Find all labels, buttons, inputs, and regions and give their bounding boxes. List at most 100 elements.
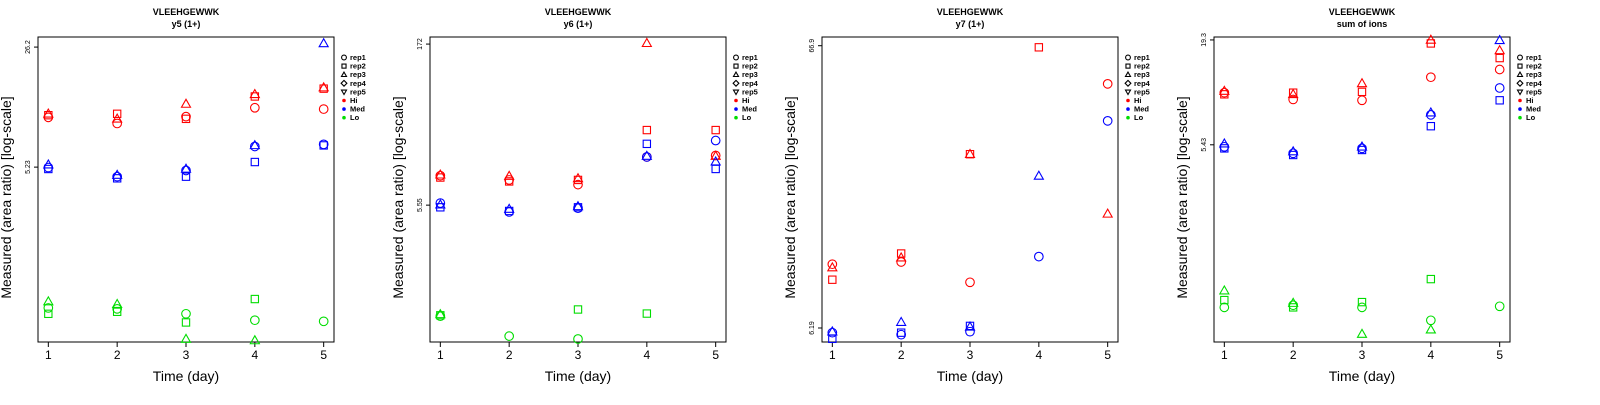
data-point-med-rep2 bbox=[44, 164, 53, 174]
data-point-med-rep1 bbox=[112, 171, 123, 182]
data-point-hi-rep3 bbox=[1425, 34, 1437, 44]
x-tick-label: 1 bbox=[45, 348, 52, 362]
data-point-med-rep1 bbox=[827, 327, 838, 338]
data-point-hi-rep3 bbox=[826, 261, 838, 272]
x-tick-label: 5 bbox=[712, 348, 719, 362]
data-point-hi-rep2 bbox=[828, 275, 837, 284]
x-tick-label: 4 bbox=[1427, 348, 1434, 362]
legend-rep1-label: rep1 bbox=[350, 53, 366, 62]
y-tick-label: 5.55 bbox=[417, 198, 424, 212]
data-point-hi-rep1 bbox=[112, 118, 123, 129]
legend-rep2-label: rep2 bbox=[350, 62, 366, 71]
legend-hi-swatch bbox=[1126, 98, 1130, 103]
data-point-lo-rep1 bbox=[318, 316, 329, 327]
legend-rep3-symbol bbox=[340, 70, 348, 78]
chart-panel-1: VLEEHGEWWK y5 (1+) 1 2 3 4 5 5.23 26.2 Time (day)… bbox=[0, 7, 367, 384]
data-point-med-rep3 bbox=[434, 198, 446, 209]
data-point-med-rep2 bbox=[642, 139, 652, 149]
data-point-med-rep3 bbox=[964, 320, 976, 331]
data-point-med-rep2 bbox=[181, 172, 191, 181]
legend-rep3-label: rep3 bbox=[1134, 70, 1150, 79]
legend-lo-swatch bbox=[1518, 115, 1522, 120]
plot-frame bbox=[1213, 36, 1511, 343]
y-axis-label: Measured (area ratio) [log-scale] bbox=[782, 96, 798, 298]
data-point-lo-rep1 bbox=[1288, 300, 1299, 311]
data-point-hi-rep1 bbox=[827, 259, 838, 270]
legend-rep1-label: rep1 bbox=[1526, 53, 1542, 62]
data-point-med-rep3 bbox=[895, 316, 907, 326]
data-point-lo-rep3 bbox=[1356, 328, 1368, 338]
legend-rep2-label: rep2 bbox=[742, 62, 758, 71]
data-point-med-rep3 bbox=[249, 139, 261, 150]
data-point-med-rep3 bbox=[1033, 170, 1045, 180]
data-point-med-rep2 bbox=[250, 157, 260, 167]
data-point-hi-rep1 bbox=[1357, 95, 1367, 106]
legend-rep5-label: rep5 bbox=[1526, 87, 1542, 96]
legend-rep4-label: rep4 bbox=[1526, 79, 1543, 88]
data-point-med-rep3 bbox=[1287, 145, 1299, 156]
legend-rep3-label: rep3 bbox=[1526, 70, 1542, 79]
data-point-hi-rep1 bbox=[435, 170, 446, 181]
data-point-med-rep2 bbox=[1495, 96, 1504, 105]
legend-rep2-symbol bbox=[341, 63, 347, 69]
y-axis-label: Measured (area ratio) [log-scale] bbox=[390, 96, 406, 298]
legend-rep4-symbol bbox=[1124, 79, 1132, 87]
data-point-med-rep1 bbox=[1102, 116, 1113, 126]
legend-rep3-label: rep3 bbox=[742, 70, 758, 79]
data-point-med-rep3 bbox=[1494, 34, 1506, 45]
chart-subtitle: y7 (1+) bbox=[956, 19, 985, 29]
data-point-med-rep1 bbox=[710, 135, 721, 146]
data-point-med-rep1 bbox=[1357, 143, 1367, 154]
legend-rep5-label: rep5 bbox=[742, 87, 758, 96]
data-point-hi-rep1 bbox=[1102, 79, 1113, 89]
data-point-lo-rep1 bbox=[249, 315, 260, 326]
legend-rep3-symbol bbox=[1516, 70, 1524, 78]
legend-rep5-symbol bbox=[1124, 89, 1132, 96]
data-point-hi-rep3 bbox=[1102, 208, 1114, 218]
data-point-lo-rep3 bbox=[1425, 323, 1437, 334]
legend-hi-swatch bbox=[342, 98, 346, 103]
legend-rep1-symbol bbox=[733, 54, 739, 61]
legend-rep5-symbol bbox=[340, 89, 348, 96]
data-point-hi-rep1 bbox=[1494, 64, 1505, 75]
data-point-lo-rep1 bbox=[1219, 302, 1230, 313]
data-point-med-rep2 bbox=[711, 164, 720, 174]
data-point-med-rep3 bbox=[710, 155, 722, 166]
data-point-lo-rep2 bbox=[181, 318, 191, 327]
data-point-hi-rep1 bbox=[249, 102, 260, 113]
data-point-med-rep1 bbox=[641, 152, 652, 162]
y-tick-label: 5.23 bbox=[25, 160, 32, 174]
data-point-med-rep3 bbox=[572, 200, 584, 211]
x-tick-label: 1 bbox=[829, 348, 836, 362]
data-point-hi-rep2 bbox=[896, 249, 906, 258]
data-point-lo-rep1 bbox=[573, 334, 583, 344]
legend-rep4-label: rep4 bbox=[350, 79, 367, 88]
legend-rep4-symbol bbox=[732, 79, 740, 87]
data-point-hi-rep2 bbox=[642, 125, 652, 135]
x-tick-label: 3 bbox=[575, 348, 582, 362]
data-point-med-rep3 bbox=[641, 150, 653, 160]
data-point-lo-rep3 bbox=[434, 308, 446, 319]
data-point-lo-rep1 bbox=[43, 303, 54, 313]
data-point-lo-rep2 bbox=[44, 309, 53, 319]
chart-panel-2: VLEEHGEWWK y6 (1+) 1 2 3 4 5 5.55 172 Time (day) M… bbox=[390, 7, 759, 384]
data-point-med-rep3 bbox=[1356, 140, 1368, 151]
legend-med-label: Med bbox=[742, 105, 757, 114]
data-point-lo-rep2 bbox=[1220, 295, 1229, 305]
chart-subtitle: y6 (1+) bbox=[564, 19, 593, 29]
data-point-lo-rep3 bbox=[249, 334, 261, 345]
data-point-lo-rep3 bbox=[180, 333, 192, 343]
data-point-hi-rep3 bbox=[964, 148, 976, 158]
data-point-lo-rep1 bbox=[504, 331, 515, 341]
data-point-med-rep1 bbox=[1288, 148, 1299, 159]
data-point-med-rep1 bbox=[1033, 251, 1044, 262]
data-point-med-rep1 bbox=[965, 326, 975, 337]
legend-rep4-symbol bbox=[1516, 79, 1524, 87]
legend-rep4-label: rep4 bbox=[1134, 79, 1151, 88]
data-point-med-rep3 bbox=[503, 203, 515, 213]
data-point-med-rep3 bbox=[318, 37, 330, 48]
data-point-hi-rep1 bbox=[318, 104, 329, 114]
data-point-hi-rep3 bbox=[434, 168, 446, 179]
data-point-hi-rep1 bbox=[1288, 94, 1299, 105]
